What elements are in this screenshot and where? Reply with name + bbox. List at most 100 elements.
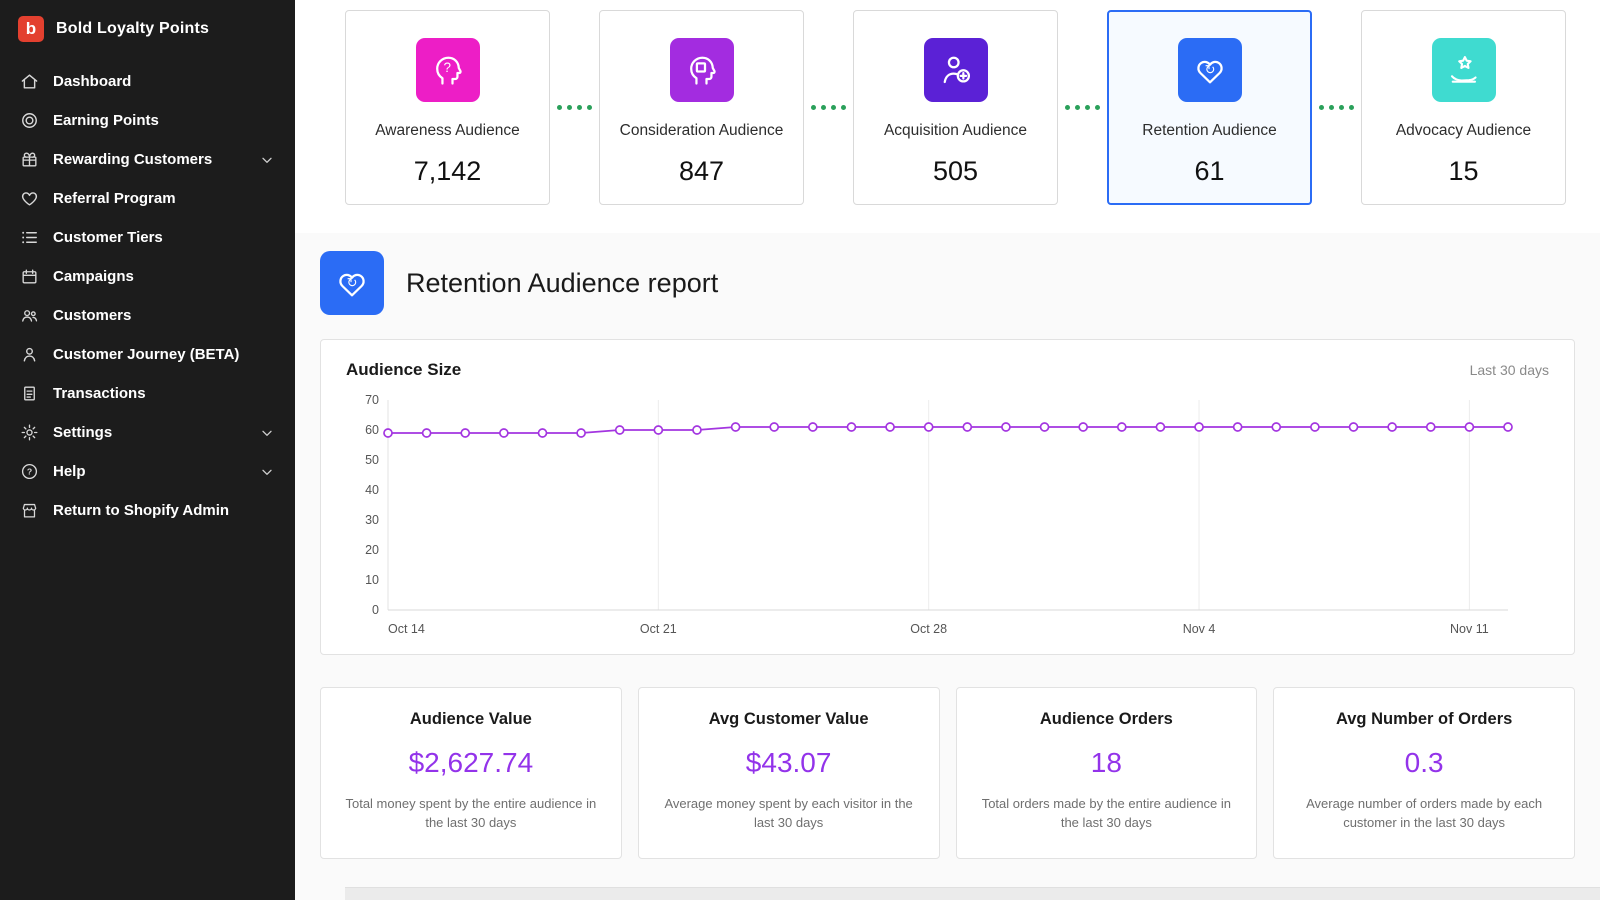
stat-card-avg-customer-value: Avg Customer Value $43.07 Average money … (637, 687, 940, 859)
svg-text:60: 60 (365, 423, 379, 437)
main-content: ? Awareness Audience 7,142 Consideration… (295, 0, 1600, 900)
sidebar-item-label: Customer Tiers (53, 229, 163, 246)
svg-text:?: ? (443, 60, 451, 75)
heart-refresh-icon: ↻ (1177, 38, 1242, 102)
chevron-down-icon (259, 152, 275, 168)
sidebar-item-customers[interactable]: Customers (0, 296, 295, 335)
store-icon (20, 501, 39, 520)
svg-text:Nov 4: Nov 4 (1183, 622, 1216, 636)
list-icon (20, 228, 39, 247)
funnel-card-advocacy[interactable]: Advocacy Audience 15 (1361, 10, 1566, 205)
stat-description: Total orders made by the entire audience… (981, 796, 1232, 830)
sidebar-item-label: Rewarding Customers (53, 151, 213, 168)
page-title: Retention Audience report (406, 267, 719, 298)
app-header: b Bold Loyalty Points (0, 0, 295, 62)
gear-icon (20, 423, 39, 442)
coin-icon (20, 111, 39, 130)
funnel-card-acquisition[interactable]: Acquisition Audience 505 (853, 10, 1058, 205)
svg-text:40: 40 (365, 483, 379, 497)
gift-icon (20, 150, 39, 169)
svg-text:70: 70 (365, 393, 379, 407)
help-icon: ? (20, 462, 39, 481)
sidebar-item-dashboard[interactable]: Dashboard (0, 62, 295, 101)
heart-refresh-icon: ↻ (320, 251, 384, 315)
svg-text:Nov 11: Nov 11 (1450, 622, 1489, 636)
svg-text:50: 50 (365, 453, 379, 467)
heart-icon (20, 189, 39, 208)
stat-value: $43.07 (745, 747, 832, 778)
sidebar-item-label: Customer Journey (BETA) (53, 346, 240, 363)
home-icon (20, 72, 39, 91)
stats-row: Audience Value $2,627.74 Total money spe… (320, 687, 1575, 859)
sidebar-item-help[interactable]: ? Help (0, 452, 295, 491)
sidebar-item-label: Referral Program (53, 190, 176, 207)
sidebar-item-settings[interactable]: Settings (0, 413, 295, 452)
stat-description: Total money spent by the entire audience… (345, 796, 597, 830)
svg-text:Oct 28: Oct 28 (910, 622, 947, 636)
funnel-card-awareness[interactable]: ? Awareness Audience 7,142 (345, 10, 550, 205)
sidebar-item-label: Help (53, 463, 86, 480)
funnel-connector (1058, 105, 1107, 110)
svg-text:Oct 14: Oct 14 (388, 622, 425, 636)
sidebar-item-transactions[interactable]: Transactions (0, 374, 295, 413)
svg-text:20: 20 (365, 543, 379, 557)
svg-text:?: ? (27, 467, 32, 477)
calendar-icon (20, 267, 39, 286)
sidebar-item-label: Dashboard (53, 73, 132, 90)
funnel-card-retention[interactable]: ↻ Retention Audience 61 (1107, 10, 1312, 205)
stat-value: 18 (1090, 747, 1122, 778)
line-chart: 0 10 20 30 40 50 60 70 Oct 14 Oct 21 Oct 28 Nov 4 No… (365, 393, 1513, 636)
sidebar-item-rewarding-customers[interactable]: Rewarding Customers (0, 140, 295, 179)
horizontal-scrollbar[interactable] (345, 887, 1600, 900)
sidebar-item-label: Return to Shopify Admin (53, 502, 230, 519)
sidebar-item-customer-journey[interactable]: Customer Journey (BETA) (0, 335, 295, 374)
sidebar-nav: Dashboard Earning Points Rewarding Custo… (0, 62, 295, 530)
funnel-card-value: 847 (678, 156, 725, 186)
app-logo: b (18, 16, 44, 42)
stat-description: Average money spent by each visitor in t… (664, 796, 913, 830)
sidebar-item-label: Earning Points (53, 112, 159, 129)
chart-range-label: Last 30 days (1469, 362, 1549, 378)
svg-text:10: 10 (365, 573, 379, 587)
funnel-card-consideration[interactable]: Consideration Audience 847 (599, 10, 804, 205)
funnel-connector (550, 105, 599, 110)
stat-title: Avg Customer Value (708, 710, 869, 728)
stat-value: $2,627.74 (408, 747, 534, 778)
stat-card-audience-orders: Audience Orders 18 Total orders made by … (955, 687, 1258, 859)
sidebar: b Bold Loyalty Points Dashboard Earning … (0, 0, 295, 900)
sidebar-item-earning-points[interactable]: Earning Points (0, 101, 295, 140)
sidebar-item-customer-tiers[interactable]: Customer Tiers (0, 218, 295, 257)
stat-value: 0.3 (1404, 747, 1444, 778)
stat-description: Average number of orders made by each cu… (1306, 796, 1543, 830)
hand-star-icon (1431, 38, 1496, 102)
stat-card-audience-value: Audience Value $2,627.74 Total money spe… (320, 687, 622, 859)
sidebar-item-campaigns[interactable]: Campaigns (0, 257, 295, 296)
stat-card-avg-number-of-orders: Avg Number of Orders 0.3 Average number … (1273, 687, 1575, 859)
people-icon (20, 306, 39, 325)
funnel-card-label: Consideration Audience (619, 122, 784, 139)
funnel-connector (804, 105, 853, 110)
audience-size-chart: 0 10 20 30 40 50 60 70 Oct 14 Oct 21 Oct 28 Nov 4 No… (346, 388, 1549, 640)
sidebar-item-return-to-shopify-admin[interactable]: Return to Shopify Admin (0, 491, 295, 530)
app-title: Bold Loyalty Points (56, 20, 210, 37)
funnel-card-value: 7,142 (413, 156, 482, 186)
svg-text:0: 0 (372, 603, 379, 617)
svg-text:Oct 21: Oct 21 (640, 622, 677, 636)
head-box-icon (669, 38, 734, 102)
stat-title: Audience Value (409, 710, 532, 728)
sidebar-item-label: Transactions (53, 385, 146, 402)
sidebar-item-label: Settings (53, 424, 113, 441)
svg-text:↻: ↻ (1204, 62, 1215, 77)
chart-title: Audience Size (346, 360, 462, 379)
funnel-card-label: Advocacy Audience (1395, 122, 1532, 139)
document-icon (20, 384, 39, 403)
stat-title: Avg Number of Orders (1335, 710, 1513, 728)
report-header: ↻ Retention Audience report (320, 251, 1575, 315)
sidebar-item-label: Campaigns (53, 268, 134, 285)
chevron-down-icon (259, 425, 275, 441)
chevron-down-icon (259, 464, 275, 480)
funnel-card-value: 15 (1448, 156, 1479, 186)
sidebar-item-label: Customers (53, 307, 132, 324)
head-question-icon: ? (415, 38, 480, 102)
sidebar-item-referral-program[interactable]: Referral Program (0, 179, 295, 218)
